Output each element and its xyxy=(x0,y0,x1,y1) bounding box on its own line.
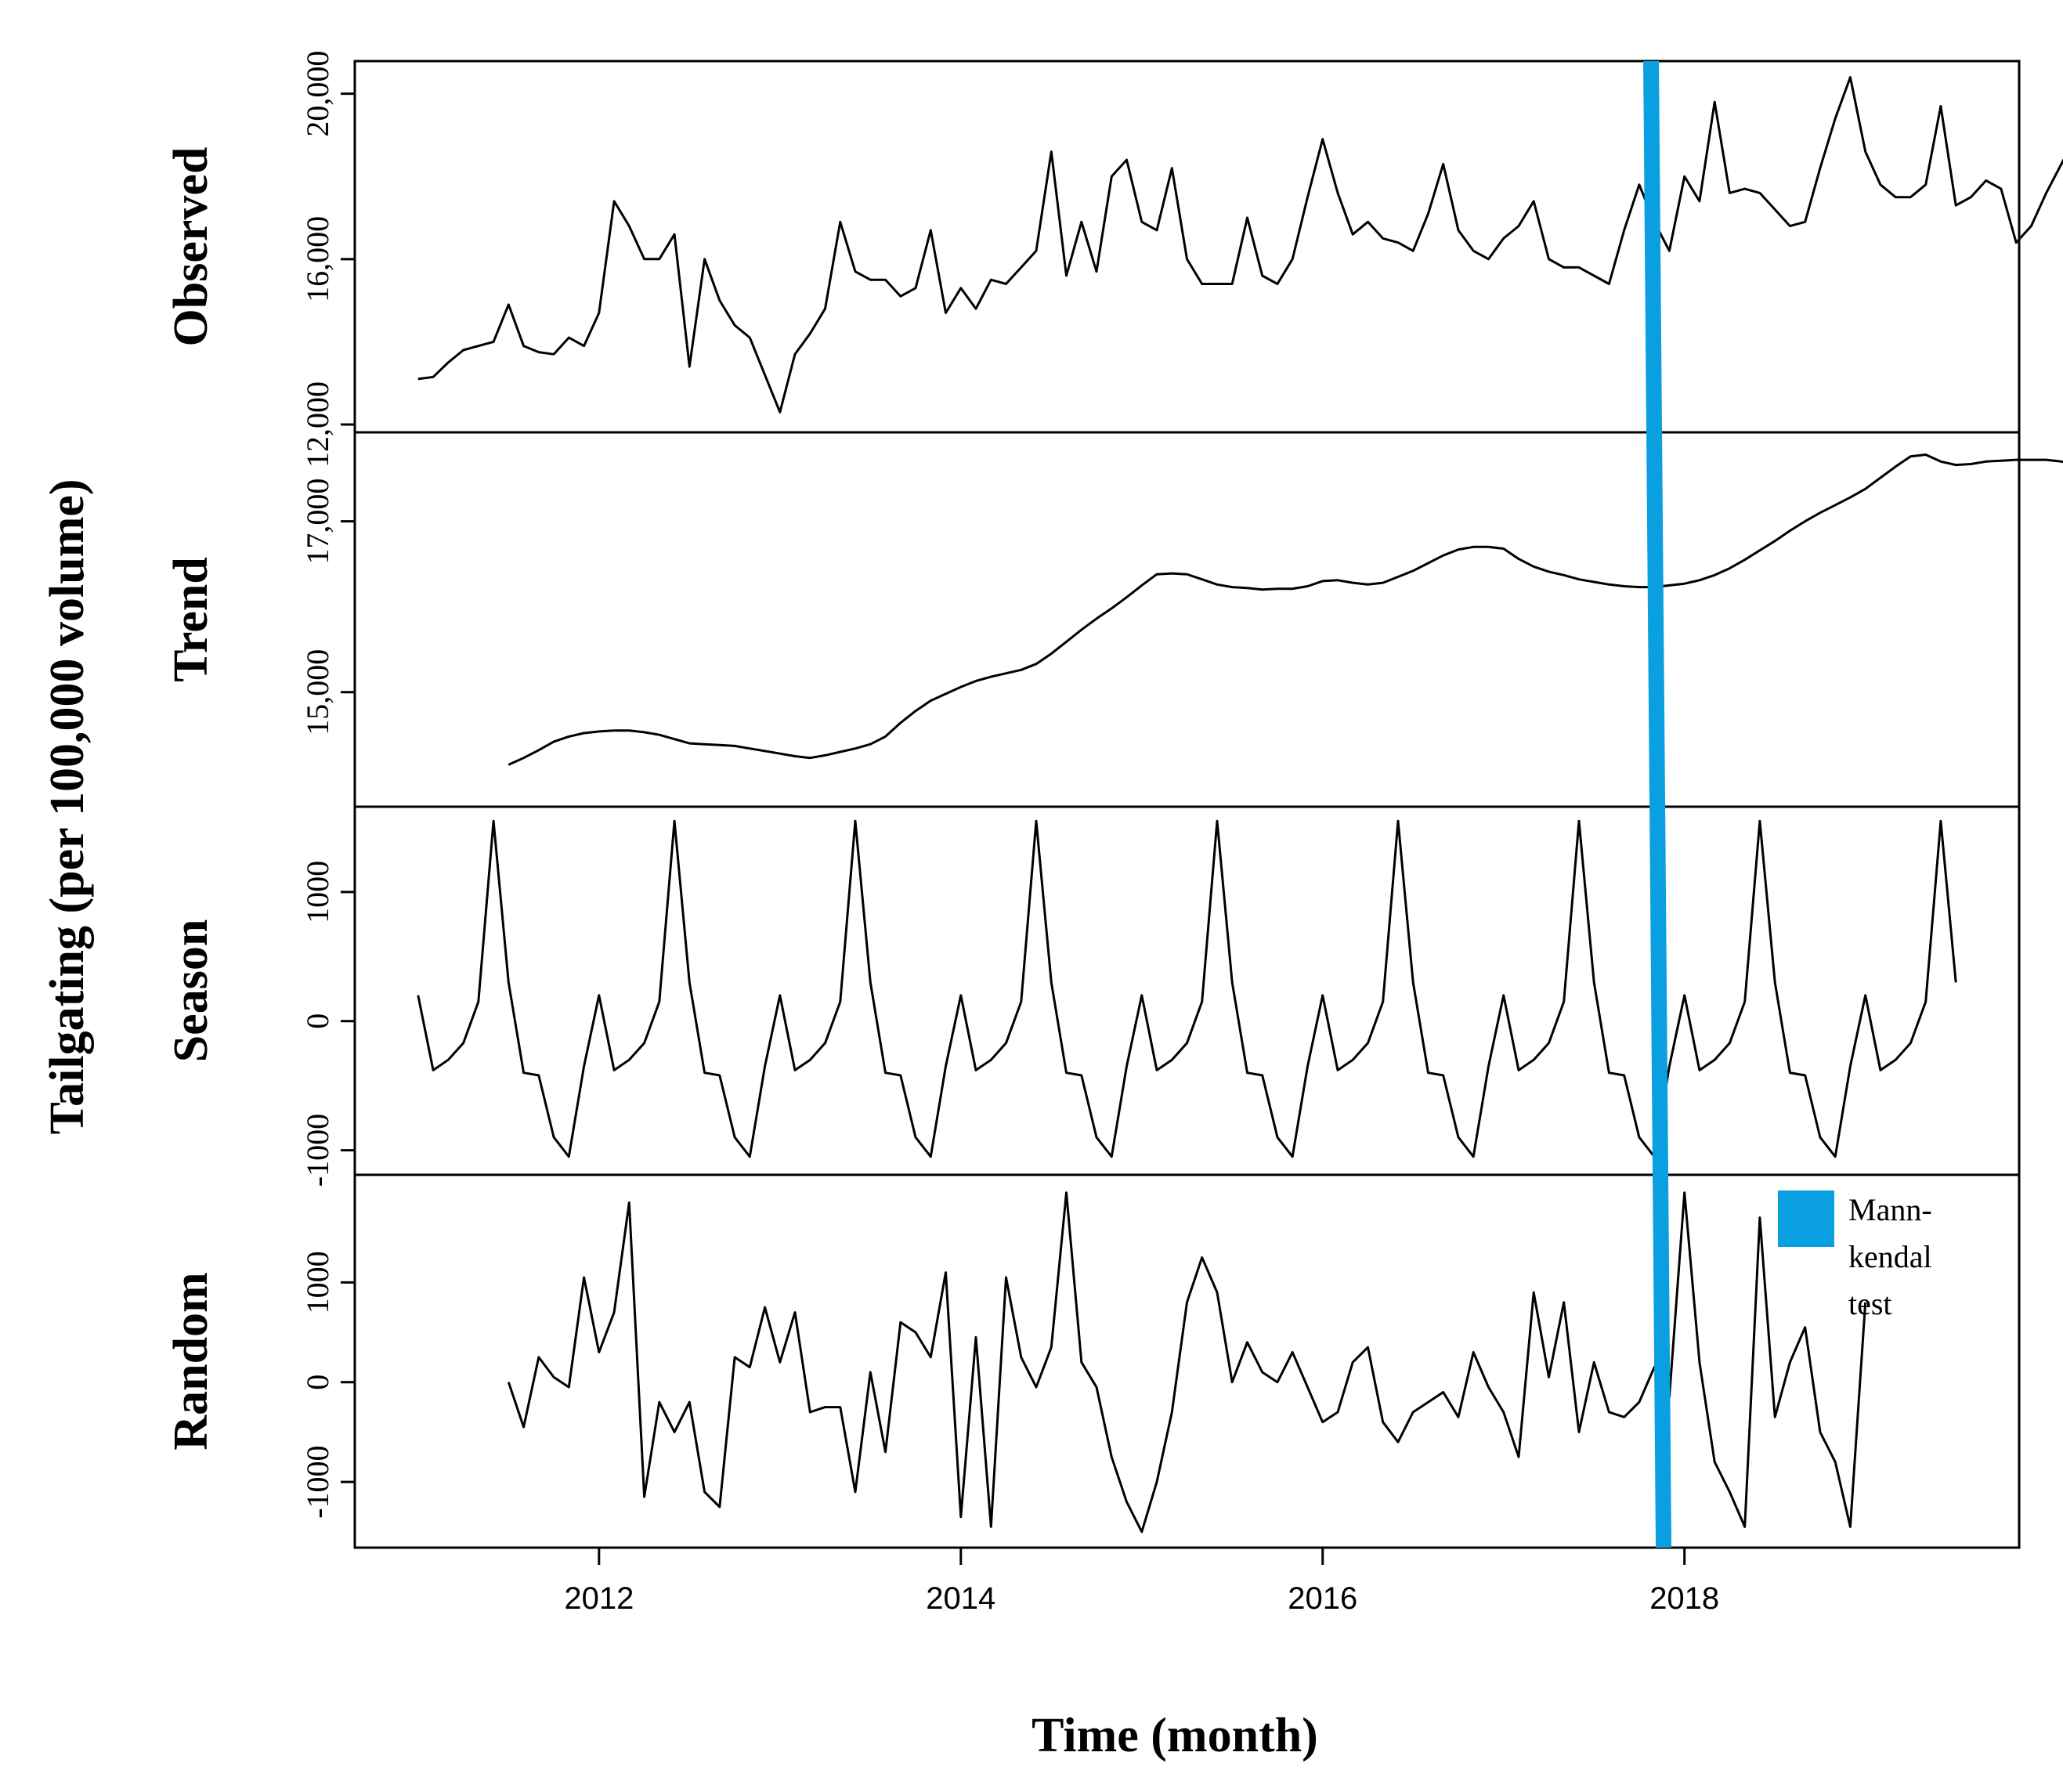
trend-series-line xyxy=(508,453,2063,766)
panel-trend: 15,000 17,000 Trend xyxy=(164,431,2063,808)
trend-y-tick-label: 15,000 xyxy=(300,649,335,735)
legend-swatch xyxy=(1778,1190,1834,1247)
panel-label-observed: Observed xyxy=(164,147,218,347)
observed-y-tick-label: 20,000 xyxy=(300,51,335,137)
random-y-tick-label: 0 xyxy=(300,1375,335,1390)
random-series-line xyxy=(507,1191,1867,1534)
panel-label-random: Random xyxy=(164,1272,218,1450)
observed-series-line xyxy=(417,76,2063,414)
season-y-tick-label: 0 xyxy=(300,1013,335,1029)
panel-frame-trend xyxy=(353,431,2021,808)
panel-frame-random xyxy=(353,1173,2021,1549)
season-series-line xyxy=(417,819,1957,1158)
panel-random: -1000 0 1000 Random xyxy=(164,1173,2021,1549)
observed-y-tick-label: 16,000 xyxy=(300,216,335,302)
observed-y-tick-label: 12,000 xyxy=(300,381,335,468)
x-axis-title: Time (month) xyxy=(1032,1709,1318,1762)
random-y-tick-label: -1000 xyxy=(300,1445,335,1518)
legend-label-line: kendal xyxy=(1848,1239,1932,1274)
season-y-tick-label: 1000 xyxy=(300,861,335,923)
season-y-tick-label: -1000 xyxy=(300,1114,335,1187)
x-tick-label: 2014 xyxy=(926,1581,995,1616)
mann-kendall-change-line xyxy=(1643,60,1672,1548)
trend-y-tick-label: 17,000 xyxy=(300,479,335,565)
panel-observed: 12,000 16,000 20,000 Observed xyxy=(164,51,2063,468)
y-axis-title: Tailgating (per 100,000 volume) xyxy=(41,479,94,1134)
random-y-tick-label: 1000 xyxy=(300,1251,335,1313)
legend-label-line: test xyxy=(1848,1286,1892,1321)
panels-layer: 12,000 16,000 20,000 Observed 15,000 17,000 Tr… xyxy=(164,51,2063,1549)
legend-label-line: Mann- xyxy=(1848,1192,1932,1227)
panel-label-season: Season xyxy=(164,919,218,1063)
x-tick-label: 2012 xyxy=(564,1581,634,1616)
panel-frame-observed xyxy=(353,60,2021,434)
x-axis: 2012 2014 2016 2018 xyxy=(564,1548,1719,1616)
x-tick-label: 2016 xyxy=(1288,1581,1357,1616)
panel-season: -1000 0 1000 Season xyxy=(164,805,2021,1187)
panel-label-trend: Trend xyxy=(164,557,218,682)
legend: Mann-kendal test xyxy=(1778,1190,1932,1321)
x-tick-label: 2018 xyxy=(1649,1581,1719,1616)
panel-frame-season xyxy=(353,805,2021,1176)
